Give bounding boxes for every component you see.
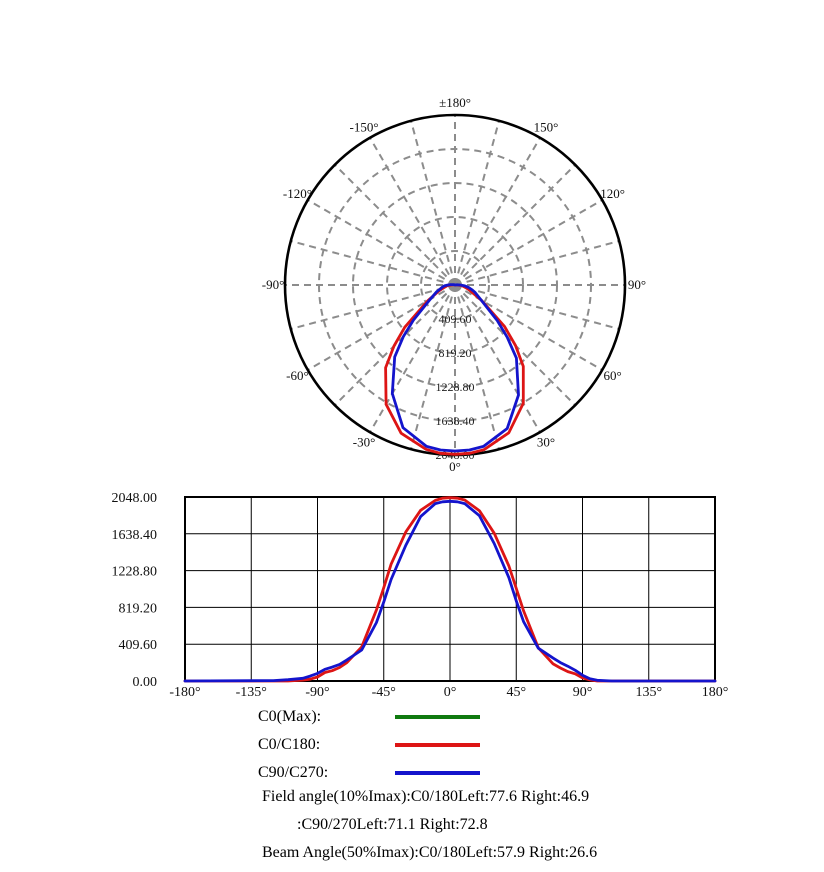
- polar-spoke: [334, 164, 456, 286]
- cartesian-x-tick-label: 45°: [506, 685, 526, 700]
- polar-spoke: [454, 240, 620, 286]
- angle-notes: Field angle(10%Imax):C0/180Left:77.6 Rig…: [0, 783, 824, 867]
- cartesian-x-tick-label: -45°: [372, 685, 396, 700]
- polar-curve-C90/C270: [390, 283, 520, 453]
- polar-spoke: [454, 284, 500, 450]
- cartesian-curve-C90/C270: [183, 499, 717, 683]
- cartesian-x-tick-label: -90°: [305, 685, 329, 700]
- polar-grid-circle: [318, 148, 592, 422]
- polar-spoke: [290, 284, 456, 330]
- polar-intensity-chart: 409.60819.201228.801638.402048.00±180°-1…: [262, 95, 646, 474]
- polar-grid-circle: [352, 182, 558, 388]
- legend-label-c0max: C0(Max):: [258, 708, 322, 725]
- polar-angle-label: -60°: [286, 368, 309, 383]
- polar-grid-circle: [386, 216, 524, 354]
- polar-angle-label: 90°: [628, 277, 646, 292]
- polar-angle-label: 120°: [600, 186, 625, 201]
- cartesian-x-tick-label: 0°: [444, 685, 457, 700]
- legend-swatch-c90-c270-line-icon: [395, 771, 480, 775]
- polar-angle-label: 30°: [537, 435, 555, 450]
- polar-spoke: [369, 137, 456, 286]
- legend: C0(Max): C0/C180: C90/C270:: [0, 703, 824, 787]
- legend-swatch-c0max-line-icon: [395, 715, 480, 719]
- cartesian-x-tick-label: -180°: [169, 685, 200, 700]
- legend-swatch-c0-c180-line-icon: [395, 743, 480, 747]
- polar-spoke: [369, 284, 456, 433]
- polar-spoke: [454, 120, 500, 286]
- polar-radial-tick-label: 819.20: [439, 346, 472, 360]
- cartesian-y-tick-label: 1638.40: [112, 528, 158, 543]
- legend-label-c0-c180: C0/C180:: [258, 736, 321, 753]
- cartesian-x-tick-label: 135°: [635, 685, 662, 700]
- legend-row-c0max: C0(Max):: [0, 703, 824, 731]
- polar-spoke: [454, 164, 576, 286]
- cartesian-curve-C0/C180: [183, 496, 717, 683]
- polar-spoke: [290, 240, 456, 286]
- polar-angle-label: 150°: [534, 119, 559, 134]
- cartesian-y-tick-label: 2048.00: [112, 491, 158, 506]
- polar-radial-tick-label: 1638.40: [436, 414, 475, 428]
- cartesian-y-tick-label: 0.00: [133, 675, 158, 690]
- cartesian-intensity-chart: 2048.00 1638.40 1228.80 819.20 409.60 0.00 -18…: [112, 491, 729, 700]
- polar-angle-label: -150°: [349, 119, 378, 134]
- cartesian-y-tick-label: 819.20: [119, 601, 158, 616]
- cartesian-y-tick-label: 409.60: [119, 638, 158, 653]
- cartesian-x-tick-label: 180°: [702, 685, 729, 700]
- polar-angle-label: -30°: [353, 435, 376, 450]
- legend-row-c90-c270: C90/C270:: [0, 759, 824, 787]
- polar-angle-label: -120°: [283, 186, 312, 201]
- polar-grid-circle: [420, 250, 490, 320]
- field-angle-line-2: :C90/270Left:71.1 Right:72.8: [297, 816, 488, 833]
- legend-label-c90-c270: C90/C270:: [258, 764, 329, 781]
- polar-spoke: [410, 120, 456, 286]
- cartesian-y-tick-label: 1228.80: [112, 565, 158, 580]
- polar-spoke: [454, 199, 603, 286]
- polar-spoke: [410, 284, 456, 450]
- polar-spoke: [454, 284, 541, 433]
- cartesian-x-tick-label: -135°: [236, 685, 267, 700]
- polar-angle-label: 60°: [604, 368, 622, 383]
- polar-spoke: [454, 284, 620, 330]
- beam-angle-line: Beam Angle(50%Imax):C0/180Left:57.9 Righ…: [262, 844, 598, 861]
- polar-radial-tick-label: 1228.80: [436, 380, 475, 394]
- polar-angle-label: 0°: [449, 459, 461, 474]
- polar-angle-label: ±180°: [439, 95, 471, 110]
- legend-row-c0-c180: C0/C180:: [0, 731, 824, 759]
- polar-spoke: [454, 137, 541, 286]
- polar-spoke: [307, 199, 456, 286]
- polar-angle-label: -90°: [262, 277, 285, 292]
- polar-radial-tick-label: 409.60: [439, 312, 472, 326]
- cartesian-x-tick-label: 90°: [573, 685, 593, 700]
- field-angle-line-1: Field angle(10%Imax):C0/180Left:77.6 Rig…: [262, 788, 590, 805]
